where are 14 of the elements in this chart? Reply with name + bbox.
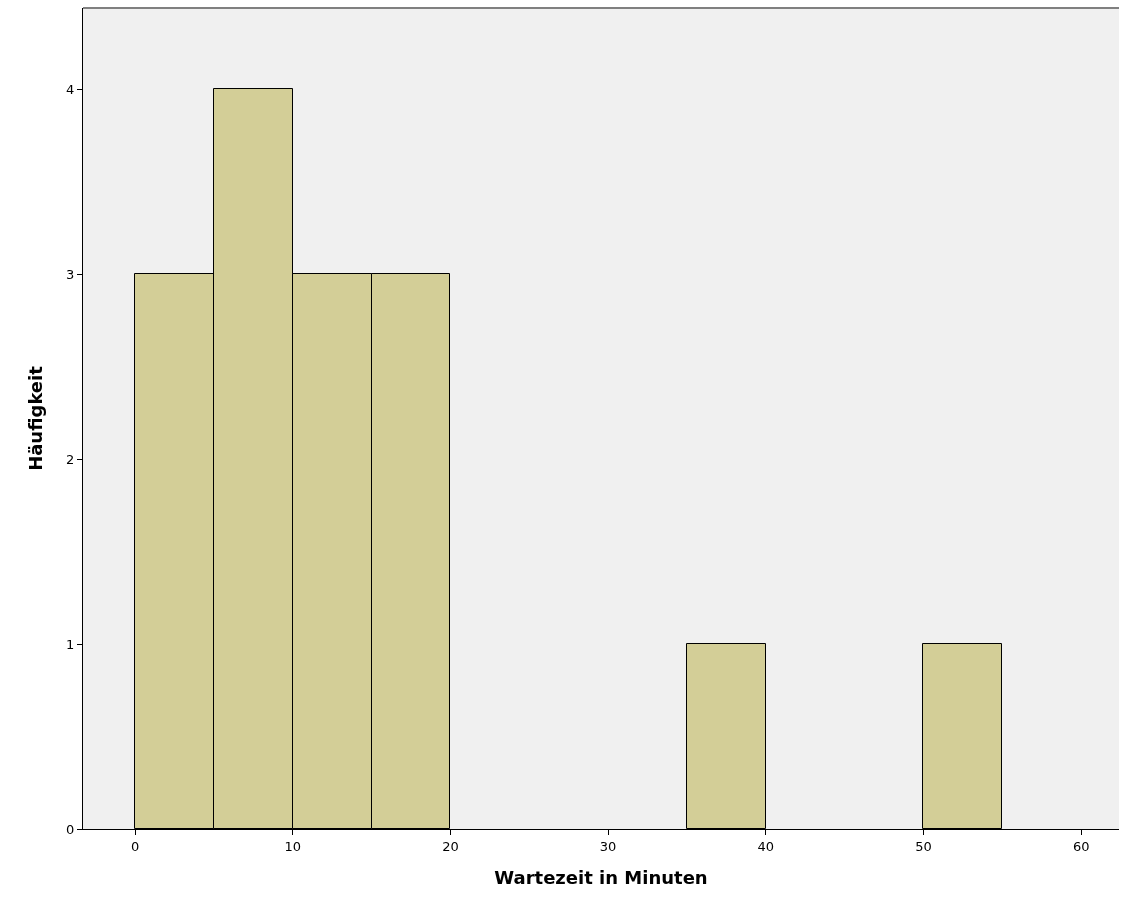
x-tick-label: 50: [915, 838, 932, 854]
x-tick-label: 10: [284, 838, 301, 854]
x-tick-label: 40: [757, 838, 775, 854]
y-tick-label: 4: [66, 81, 75, 97]
y-axis-title: Häufigkeit: [25, 365, 47, 471]
y-tick-label: 2: [66, 451, 75, 467]
y-tick-label: 1: [66, 636, 75, 652]
x-axis-title: Wartezeit in Minuten: [494, 866, 708, 888]
x-tick-label: 20: [442, 838, 459, 854]
x-tick-label: 60: [1072, 838, 1090, 854]
x-tick-label: 0: [130, 838, 140, 854]
y-tick-label: 3: [66, 266, 75, 282]
y-tick-label: 0: [66, 821, 75, 837]
x-tick-label: 30: [599, 838, 617, 854]
